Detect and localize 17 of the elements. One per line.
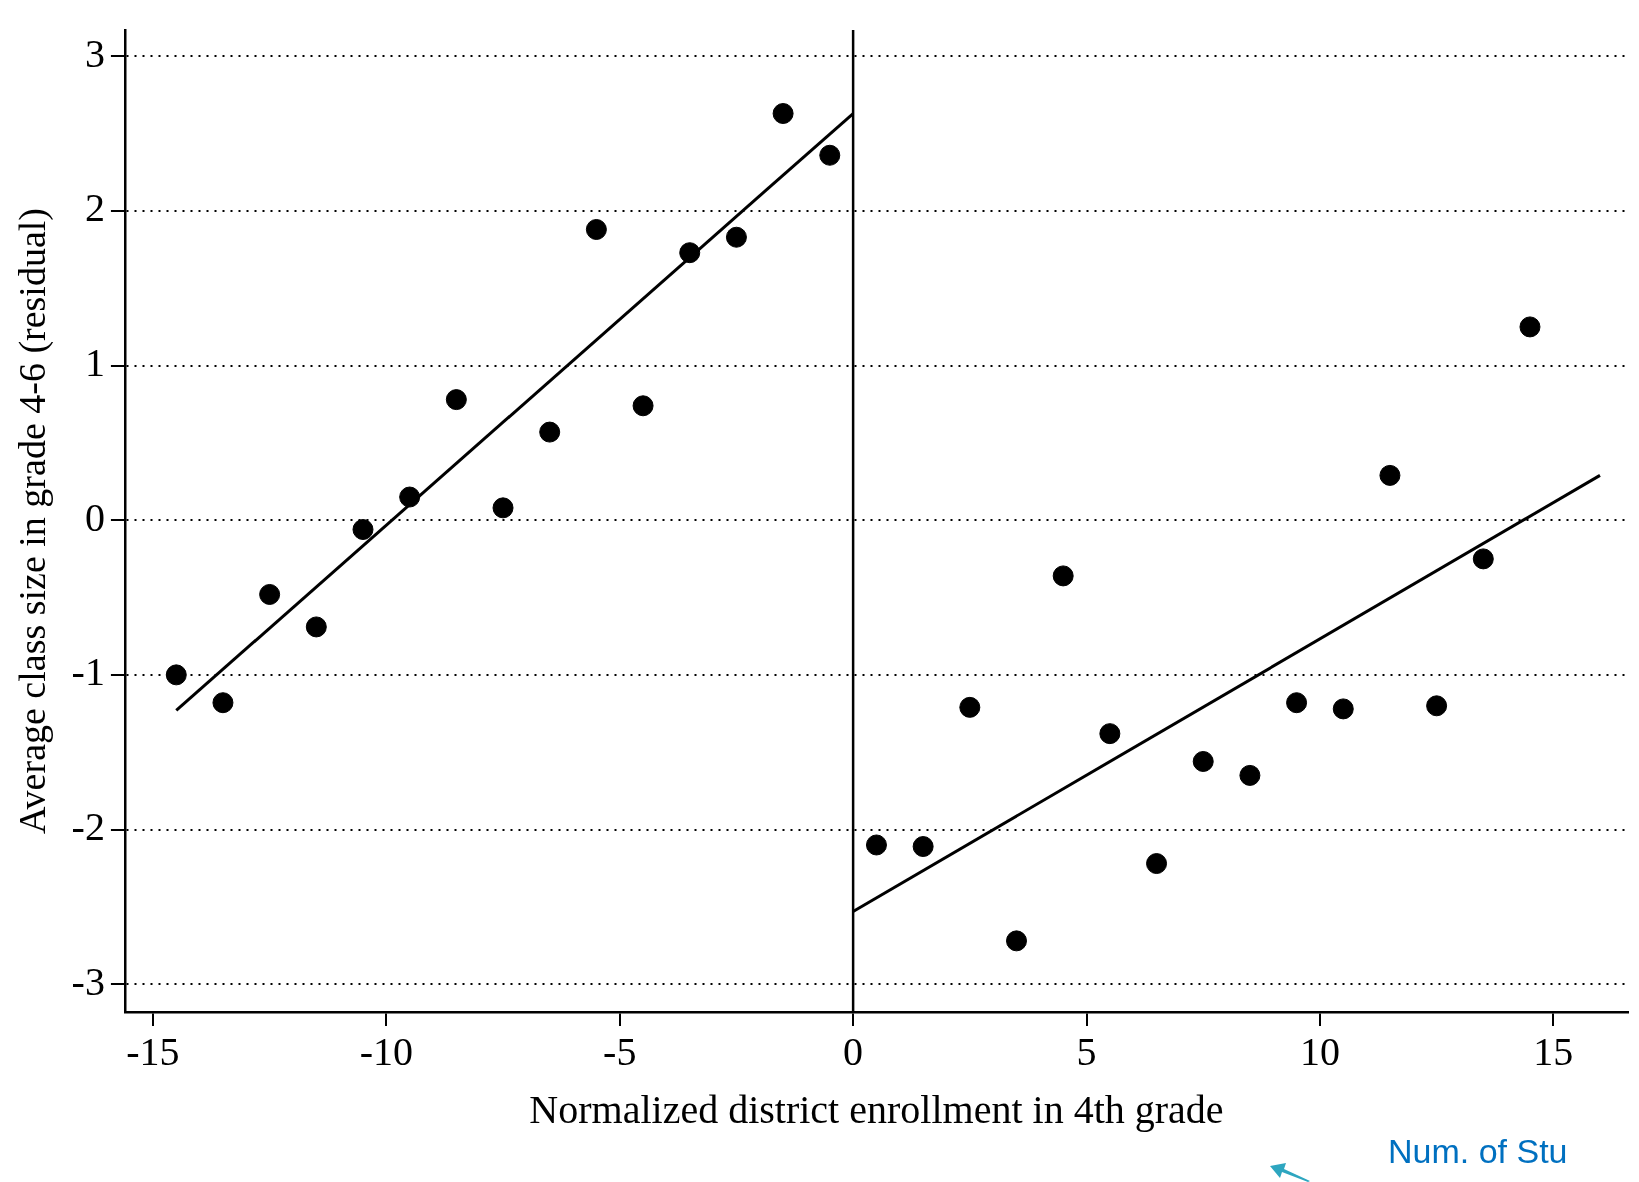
x-tick-label: 0 (843, 1028, 864, 1074)
x-axis-title: Normalized district enrollment in 4th grade (529, 1086, 1224, 1132)
x-tick-label: 10 (1299, 1028, 1340, 1074)
y-tick-label: 2 (84, 185, 105, 231)
y-tick-label: 3 (84, 30, 105, 76)
y-tick-label: 1 (84, 340, 105, 386)
x-tick-label: 5 (1076, 1028, 1097, 1074)
x-tick-label: -15 (126, 1028, 180, 1074)
y-tick-label: -3 (71, 958, 105, 1004)
x-tick-label: -5 (603, 1028, 637, 1074)
x-tick-label: 15 (1533, 1028, 1574, 1074)
x-tick-label: -10 (359, 1028, 413, 1074)
y-axis-title: Average class size in grade 4-6 (residual) (10, 207, 54, 835)
y-tick-label: 0 (84, 494, 105, 540)
text: Num. of Stu (1388, 1132, 1568, 1171)
y-tick-label: -2 (71, 804, 105, 850)
y-tick-label: -1 (71, 649, 105, 695)
